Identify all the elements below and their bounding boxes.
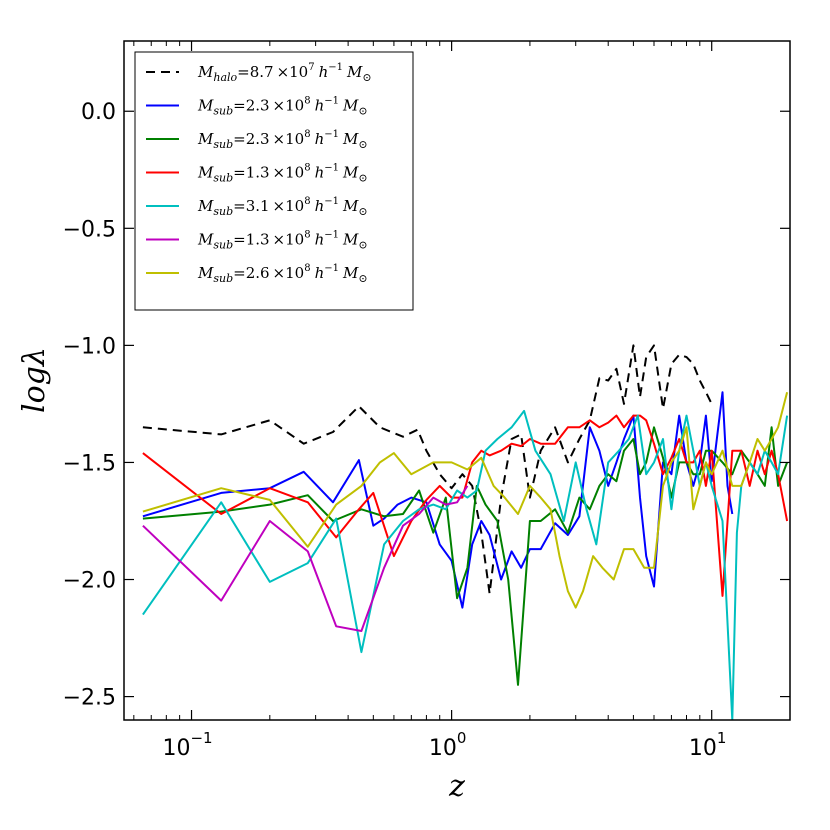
legend-part: =3.1 ×10 — [233, 197, 304, 215]
legend-part: M — [197, 231, 214, 249]
x-tick-label: 10−1 — [162, 729, 212, 761]
legend-part: =8.7 ×10 — [237, 63, 308, 81]
series-line-6 — [142, 485, 469, 632]
legend-part: 8 — [304, 96, 310, 107]
legend-part: −1 — [324, 196, 339, 207]
legend-part: =2.6 ×10 — [233, 264, 304, 282]
legend-part: h — [315, 264, 325, 282]
legend-part: sub — [213, 239, 233, 252]
series-line-3 — [142, 426, 789, 686]
series-line-2 — [142, 391, 734, 609]
legend-part: h — [319, 63, 329, 81]
legend-part: M — [197, 130, 214, 148]
legend-part: −1 — [324, 163, 339, 174]
y-tick-label: −0.5 — [63, 217, 116, 242]
series-line-1 — [142, 344, 713, 595]
legend-part: 8 — [304, 196, 310, 207]
legend-part: M — [342, 231, 359, 249]
legend-part: ⊙ — [362, 71, 371, 84]
legend-part: =1.3 ×10 — [233, 231, 304, 249]
legend-part: ⊙ — [358, 138, 367, 151]
ticks-layer: 0.0−0.5−1.0−1.5−2.0−2.510−1 100 101 — [63, 41, 791, 761]
x-tick-exponent: 1 — [717, 729, 727, 747]
legend-box — [134, 51, 414, 311]
legend-part: −1 — [324, 263, 339, 274]
legend-part: M — [197, 97, 214, 115]
series-layer — [142, 344, 789, 720]
legend-part: −1 — [324, 230, 339, 241]
series-line-7 — [142, 391, 789, 609]
legend-part: h — [315, 197, 325, 215]
x-axis-label: z — [448, 769, 465, 804]
legend-entry-2: Msub=2.3 ×108 h−1 M⊙ — [197, 96, 368, 118]
legend-entry-6: Msub=1.3 ×108 h−1 M⊙ — [197, 230, 368, 252]
plot-frame — [123, 40, 791, 721]
y-axis-label: logλ — [17, 347, 52, 413]
legend-part: M — [197, 63, 214, 81]
legend-part: −1 — [324, 96, 339, 107]
y-tick-label: −1.5 — [63, 451, 116, 476]
legend-part: M — [197, 197, 214, 215]
legend-part: ⊙ — [358, 272, 367, 285]
legend-part: sub — [213, 205, 233, 218]
legend-part: ⊙ — [358, 205, 367, 218]
legend-part: 7 — [308, 62, 314, 73]
legend-part: ⊙ — [358, 239, 367, 252]
x-tick-exponent: −1 — [190, 729, 212, 747]
legend-part: M — [342, 130, 359, 148]
legend-part: M — [342, 164, 359, 182]
y-tick-label: −2.5 — [63, 686, 116, 711]
y-tick-label: −2.0 — [63, 569, 116, 594]
legend-part: h — [315, 130, 325, 148]
legend-part: −1 — [328, 62, 343, 73]
legend-part: h — [315, 231, 325, 249]
y-tick-label: 0.0 — [81, 100, 116, 125]
legend-part: −1 — [324, 129, 339, 140]
legend: Mhalo=8.7 ×107 h−1 M⊙Msub=2.3 ×108 h−1 M⊙Msu… — [134, 51, 414, 311]
legend-part: =1.3 ×10 — [233, 164, 304, 182]
x-tick-exponent: 0 — [457, 729, 467, 747]
legend-part: halo — [213, 71, 237, 84]
legend-part: h — [315, 164, 325, 182]
legend-entry-7: Msub=2.6 ×108 h−1 M⊙ — [197, 263, 368, 285]
legend-entry-5: Msub=3.1 ×108 h−1 M⊙ — [197, 196, 368, 218]
legend-part: 8 — [304, 230, 310, 241]
legend-part: 8 — [304, 263, 310, 274]
legend-part: =2.3 ×10 — [233, 97, 304, 115]
legend-part: M — [342, 197, 359, 215]
legend-part: M — [197, 164, 214, 182]
legend-part: sub — [213, 105, 233, 118]
legend-part: ⊙ — [358, 105, 367, 118]
legend-entry-3: Msub=2.3 ×108 h−1 M⊙ — [197, 129, 368, 151]
legend-part: =2.3 ×10 — [233, 130, 304, 148]
legend-entry-1: Mhalo=8.7 ×107 h−1 M⊙ — [197, 62, 372, 84]
legend-part: 8 — [304, 129, 310, 140]
y-tick-label: −1.0 — [63, 334, 116, 359]
legend-part: M — [342, 97, 359, 115]
legend-part: sub — [213, 172, 233, 185]
legend-part: M — [342, 264, 359, 282]
legend-part: h — [315, 97, 325, 115]
legend-part: ⊙ — [358, 172, 367, 185]
legend-part: M — [346, 63, 363, 81]
legend-entry-4: Msub=1.3 ×108 h−1 M⊙ — [197, 163, 368, 185]
legend-part: sub — [213, 272, 233, 285]
legend-part: M — [197, 264, 214, 282]
series-line-5 — [142, 409, 789, 720]
legend-part: 8 — [304, 163, 310, 174]
legend-part: sub — [213, 138, 233, 151]
